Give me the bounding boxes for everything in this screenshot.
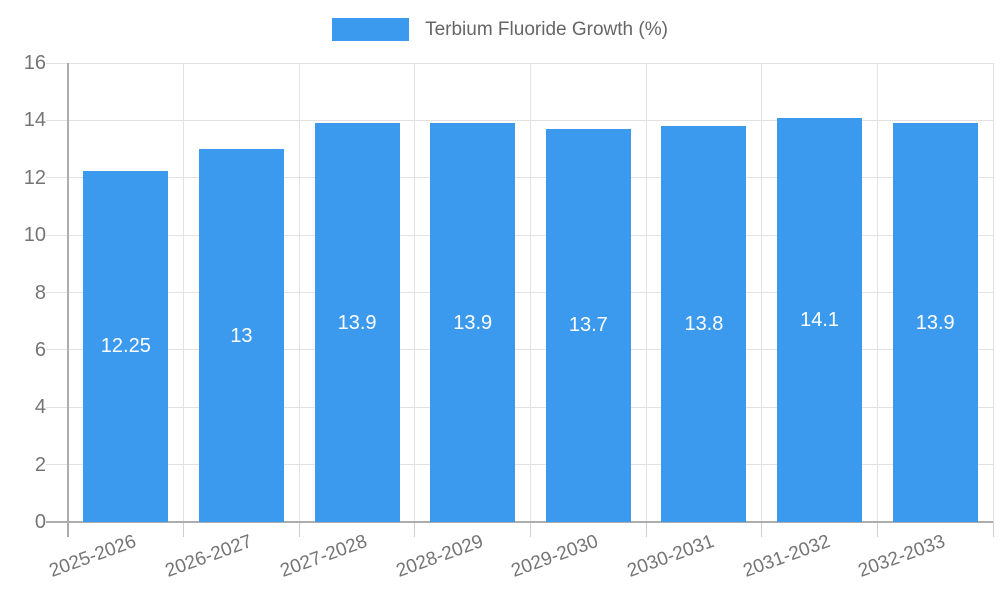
x-axis-tick-label: 2027-2028 [277,531,371,582]
x-gridline [183,63,185,522]
x-axis-tick-label: 2029-2030 [508,531,602,582]
y-gridline [46,464,993,466]
y-gridline [46,406,993,408]
x-axis-tick-label: 2030-2031 [624,531,718,582]
y-gridline [46,177,993,179]
y-axis-tick-label: 12 [23,166,46,189]
y-axis-tick-label: 14 [23,109,46,132]
legend-item[interactable]: Terbium Fluoride Growth (%) [0,18,1000,41]
bar-value-label: 13.7 [568,314,608,337]
x-gridline [761,63,763,522]
y-axis-tick-label: 16 [23,52,46,74]
bar[interactable]: 13.9 [892,123,978,522]
y-gridline [46,119,993,121]
bar[interactable]: 14.1 [777,117,863,522]
x-gridline [645,63,647,522]
bar[interactable]: 13.7 [545,128,631,522]
x-gridline [876,63,878,522]
x-gridline [414,63,416,522]
y-axis-tick-label: 6 [34,338,46,361]
bar[interactable]: 12.25 [83,170,169,522]
x-gridline [992,63,994,522]
bar-value-label: 13.9 [337,311,377,334]
y-axis-tick-label: 0 [34,511,46,533]
bar-value-label: 14.1 [800,308,840,331]
x-axis-tick-label: 2025-2026 [46,531,139,582]
y-axis-tick-label: 2 [34,453,46,476]
y-gridline [46,234,993,236]
x-axis-tick-label: 2032-2033 [855,531,949,582]
bar-value-label: 13.9 [453,311,493,334]
x-axis-tick [761,522,763,537]
x-axis-tick-label: 2028-2029 [393,531,486,582]
bar[interactable]: 13 [198,149,284,522]
x-axis-tick [530,522,531,537]
y-gridline [46,62,993,64]
bar[interactable]: 13.9 [430,123,516,522]
bar-value-label: 13.9 [915,311,955,334]
y-axis-tick-label: 4 [34,396,46,419]
y-axis-tick-label: 8 [34,281,46,304]
bar-value-label: 13 [230,324,253,347]
x-axis-line [46,521,993,523]
x-axis-tick [414,522,416,537]
x-axis-tick [645,522,647,537]
y-gridline [46,292,993,293]
x-gridline [298,63,300,522]
bar-value-label: 13.8 [684,313,724,336]
y-axis-tick-label: 10 [23,224,46,247]
legend-swatch [332,18,410,41]
y-gridline [46,349,993,351]
bar[interactable]: 13.9 [314,123,400,522]
bar[interactable]: 13.8 [661,126,747,522]
x-axis-tick [876,522,878,537]
x-axis-tick [183,522,185,537]
x-axis-tick [298,522,300,537]
bar-value-label: 12.25 [100,335,151,358]
y-axis-line [67,63,69,537]
x-axis-tick [992,522,994,537]
x-gridline [530,63,531,522]
x-axis-tick-label: 2031-2032 [740,531,833,582]
x-axis-tick-label: 2026-2027 [162,531,255,582]
legend-label: Terbium Fluoride Growth (%) [425,18,668,40]
